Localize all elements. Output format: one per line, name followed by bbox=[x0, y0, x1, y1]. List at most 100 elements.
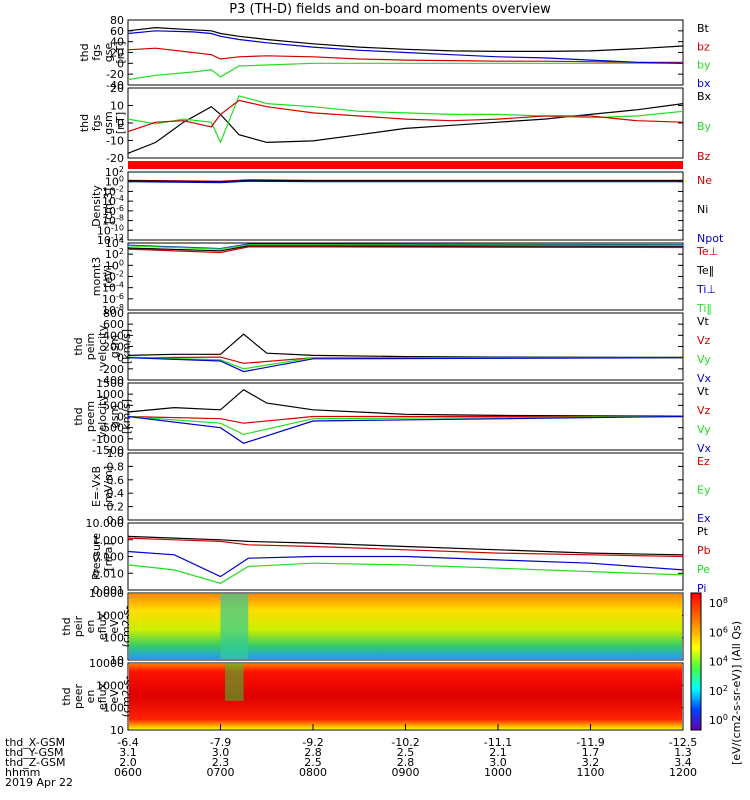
legend-Ti‖: Ti‖ bbox=[696, 302, 712, 315]
y-axis-label: velocity bbox=[96, 395, 109, 438]
y-tick-label: 800 bbox=[103, 307, 124, 320]
x-tick-label: 3.0 bbox=[489, 756, 507, 769]
x-tick-label: 3.0 bbox=[212, 746, 230, 759]
series-Vy bbox=[127, 415, 684, 436]
y-axis-label: gsm bbox=[108, 405, 121, 428]
mode-bar bbox=[128, 161, 683, 169]
legend-Pe: Pe bbox=[697, 563, 710, 576]
x-tick-label: 0800 bbox=[299, 766, 327, 779]
legend-Bt: Bt bbox=[697, 22, 710, 35]
y-tick-label: 20 bbox=[110, 82, 124, 95]
x-tick-label: 3.2 bbox=[582, 756, 600, 769]
y-axis-label: peer bbox=[72, 684, 85, 710]
y-axis-label: [eV] bbox=[102, 265, 115, 288]
legend-Vy: Vy bbox=[697, 423, 711, 436]
y-axis-label: peir bbox=[72, 615, 85, 637]
legend-Ez: Ez bbox=[697, 455, 710, 468]
y-axis-label: gsm bbox=[108, 335, 121, 358]
y-axis-label: momt3 bbox=[90, 257, 103, 296]
colorbar-tick-label: 100 bbox=[709, 713, 728, 727]
y-tick-label: 10-4 bbox=[102, 281, 124, 295]
y-tick-label: 0.2 bbox=[107, 501, 125, 514]
x-tick-label: 3.1 bbox=[119, 746, 137, 759]
panel-efield: 1.00.80.60.40.20.0 E=-VxB [mV/m] Ez Ey Ex bbox=[90, 447, 711, 527]
legend-Vz: Vz bbox=[697, 404, 711, 417]
series-Vz bbox=[127, 415, 683, 424]
y-tick-label: 40 bbox=[110, 36, 124, 49]
y-tick-label: 100 bbox=[105, 175, 124, 189]
panel-peir-spectrogram: 10000100010010thdpeirenefluxeV(cm2-s-sr-… bbox=[60, 587, 684, 667]
series-Vt bbox=[127, 388, 684, 417]
y-tick-label: 500 bbox=[103, 399, 124, 412]
y-tick-label: 0.4 bbox=[107, 487, 125, 500]
x-tick-label: 2.5 bbox=[304, 756, 322, 769]
y-tick-label: 10 bbox=[110, 654, 124, 667]
series-Te⊥ bbox=[127, 246, 684, 254]
legend-Ey: Ey bbox=[697, 484, 711, 497]
legend-by: by bbox=[697, 59, 711, 72]
y-tick-label: 1000 bbox=[96, 388, 124, 401]
colorbar bbox=[690, 592, 702, 731]
y-tick-label: 10-12 bbox=[97, 233, 124, 247]
x-tick-label: 1200 bbox=[669, 766, 697, 779]
y-axis-label: Pressure bbox=[90, 533, 103, 580]
x-row-label: thd_Y-GSM bbox=[5, 746, 64, 759]
series-by bbox=[127, 62, 683, 81]
y-tick-label: 10-6 bbox=[102, 292, 124, 306]
y-axis-label: thd bbox=[78, 43, 91, 61]
x-tick-label: -10.2 bbox=[391, 736, 419, 749]
y-tick-label: -400 bbox=[99, 374, 124, 387]
legend-Bx: Bx bbox=[697, 90, 712, 103]
y-tick-label: 0.100 bbox=[93, 551, 125, 564]
panel-frame bbox=[127, 242, 684, 311]
x-tick-label: 1.7 bbox=[582, 746, 600, 759]
y-tick-label: 10-2 bbox=[102, 270, 124, 284]
y-axis-label: fgs bbox=[90, 114, 103, 131]
y-axis-label: thd bbox=[60, 617, 73, 635]
legend-Vx: Vx bbox=[697, 442, 712, 455]
x-row-label: thd_Z-GSM bbox=[5, 756, 65, 769]
y-tick-label: -1000 bbox=[92, 433, 124, 446]
series-Te‖ bbox=[127, 245, 684, 252]
colorbar-tick-label: 108 bbox=[709, 596, 728, 610]
x-tick-label: 2.5 bbox=[397, 746, 415, 759]
x-tick-label: 0600 bbox=[114, 766, 142, 779]
y-axis-label: [cm-3] bbox=[102, 188, 115, 224]
y-tick-label: -1500 bbox=[92, 444, 124, 457]
legend-Ex: Ex bbox=[697, 512, 711, 525]
y-tick-label: 100 bbox=[103, 632, 124, 645]
series-Pb bbox=[127, 537, 684, 558]
y-axis-label: thd bbox=[72, 337, 85, 355]
panel-frame bbox=[127, 312, 684, 381]
spectrogram-peer-spectrogram bbox=[129, 664, 682, 729]
y-axis-label: [km/s] bbox=[120, 399, 133, 434]
y-axis-label: fgs bbox=[90, 44, 103, 61]
legend-Ne: Ne bbox=[697, 174, 712, 187]
y-axis-label: [nT] bbox=[114, 41, 127, 63]
spectrogram-peir-spectrogram bbox=[129, 594, 682, 659]
y-tick-label: 1.0 bbox=[107, 447, 125, 460]
series-Vy bbox=[127, 356, 683, 370]
panel-frame bbox=[127, 171, 684, 241]
x-row-label: hhmm bbox=[5, 766, 40, 779]
spectrogram-dip bbox=[220, 594, 249, 659]
y-tick-label: -20 bbox=[106, 68, 124, 81]
x-tick-label: -9.2 bbox=[302, 736, 323, 749]
y-tick-label: -200 bbox=[99, 363, 124, 376]
x-tick-label: 1.3 bbox=[674, 746, 692, 759]
y-tick-label: 0.6 bbox=[107, 474, 125, 487]
colorbar-tick-label: 104 bbox=[709, 655, 728, 669]
y-tick-label: 10-8 bbox=[102, 214, 124, 228]
y-tick-label: 102 bbox=[105, 247, 124, 261]
panel-frame bbox=[127, 592, 684, 661]
y-axis-label: eV bbox=[108, 689, 121, 704]
legend-Bz: Bz bbox=[697, 150, 711, 163]
legend-Npot: Npot bbox=[697, 232, 724, 245]
x-tick-label: -6.4 bbox=[117, 736, 138, 749]
legend-By: By bbox=[697, 120, 712, 133]
y-tick-label: 10000 bbox=[89, 657, 124, 670]
